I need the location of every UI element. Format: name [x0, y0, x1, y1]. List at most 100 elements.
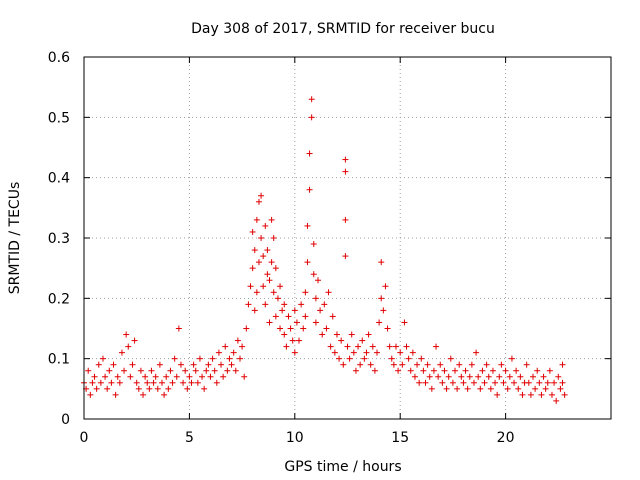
data-point [430, 367, 437, 374]
data-point [266, 277, 273, 284]
data-point [371, 367, 378, 374]
tick-labels: 0 5 10 15 20 0 0.1 0.2 0.3 0.4 0.5 0.6 [48, 50, 515, 446]
data-point [116, 379, 123, 386]
data-point [140, 391, 147, 398]
data-point [253, 216, 260, 223]
data-point [553, 397, 560, 404]
data-point [418, 355, 425, 362]
data-point [287, 325, 294, 332]
data-point [489, 367, 496, 374]
data-point [523, 361, 530, 368]
data-point [310, 241, 317, 248]
data-point [253, 289, 260, 296]
data-point [270, 289, 277, 296]
data-point [348, 331, 355, 338]
data-point [407, 367, 414, 374]
data-point [548, 391, 555, 398]
data-point [173, 373, 180, 380]
x-axis-label: GPS time / hours [284, 459, 401, 475]
y-tick-label: 0.6 [48, 50, 70, 66]
data-point [260, 283, 267, 290]
data-point [156, 361, 163, 368]
data-point [108, 379, 115, 386]
y-tick-label: 0.2 [48, 291, 70, 307]
data-point [97, 379, 104, 386]
x-tick-label: 20 [497, 430, 515, 446]
data-point [525, 379, 532, 386]
data-point [468, 361, 475, 368]
data-point [487, 385, 494, 392]
data-point [443, 385, 450, 392]
data-points [81, 96, 568, 404]
data-point [344, 343, 351, 350]
chart-title: Day 308 of 2017, SRMTID for receiver buc… [191, 21, 495, 37]
data-point [530, 373, 537, 380]
data-point [437, 361, 444, 368]
data-point [192, 367, 199, 374]
data-point [304, 222, 311, 229]
data-point [285, 313, 292, 320]
data-point [230, 349, 237, 356]
data-point [203, 367, 210, 374]
data-point [426, 373, 433, 380]
data-point [336, 355, 343, 362]
data-point [245, 301, 252, 308]
data-point [477, 385, 484, 392]
data-point [475, 373, 482, 380]
data-point [304, 259, 311, 266]
data-point [142, 373, 149, 380]
data-point [422, 379, 429, 386]
data-point [300, 325, 307, 332]
data-point [338, 337, 345, 344]
data-point [447, 355, 454, 362]
data-point [441, 367, 448, 374]
data-point [386, 343, 393, 350]
data-point [538, 391, 545, 398]
data-point [186, 373, 193, 380]
data-point [378, 295, 385, 302]
data-point [452, 367, 459, 374]
data-point [411, 373, 418, 380]
data-point [171, 355, 178, 362]
data-point [131, 337, 138, 344]
data-point [551, 379, 558, 386]
data-point [196, 355, 203, 362]
data-point [260, 253, 267, 260]
data-point [329, 313, 336, 320]
data-point [319, 331, 326, 338]
data-point [218, 361, 225, 368]
x-tick-label: 5 [185, 430, 194, 446]
data-point [293, 319, 300, 326]
data-point [281, 331, 288, 338]
data-point [201, 385, 208, 392]
data-point [268, 216, 275, 223]
data-point [555, 373, 562, 380]
data-point [135, 385, 142, 392]
grid-lines [84, 57, 611, 419]
data-point [112, 391, 119, 398]
data-point [392, 343, 399, 350]
data-point [177, 361, 184, 368]
data-point [224, 367, 231, 374]
data-point [236, 355, 243, 362]
data-point [342, 156, 349, 163]
data-point [325, 289, 332, 296]
data-point [268, 259, 275, 266]
data-point [361, 355, 368, 362]
data-point [506, 373, 513, 380]
data-point [146, 385, 153, 392]
data-point [102, 373, 109, 380]
data-point [363, 349, 370, 356]
data-point [150, 379, 157, 386]
data-point [340, 361, 347, 368]
data-point [439, 379, 446, 386]
y-tick-label: 0.4 [48, 171, 70, 187]
data-point [458, 373, 465, 380]
data-point [123, 331, 130, 338]
data-point [85, 367, 92, 374]
data-point [298, 301, 305, 308]
data-point [258, 235, 265, 241]
data-point [104, 385, 111, 392]
data-point [106, 367, 113, 374]
